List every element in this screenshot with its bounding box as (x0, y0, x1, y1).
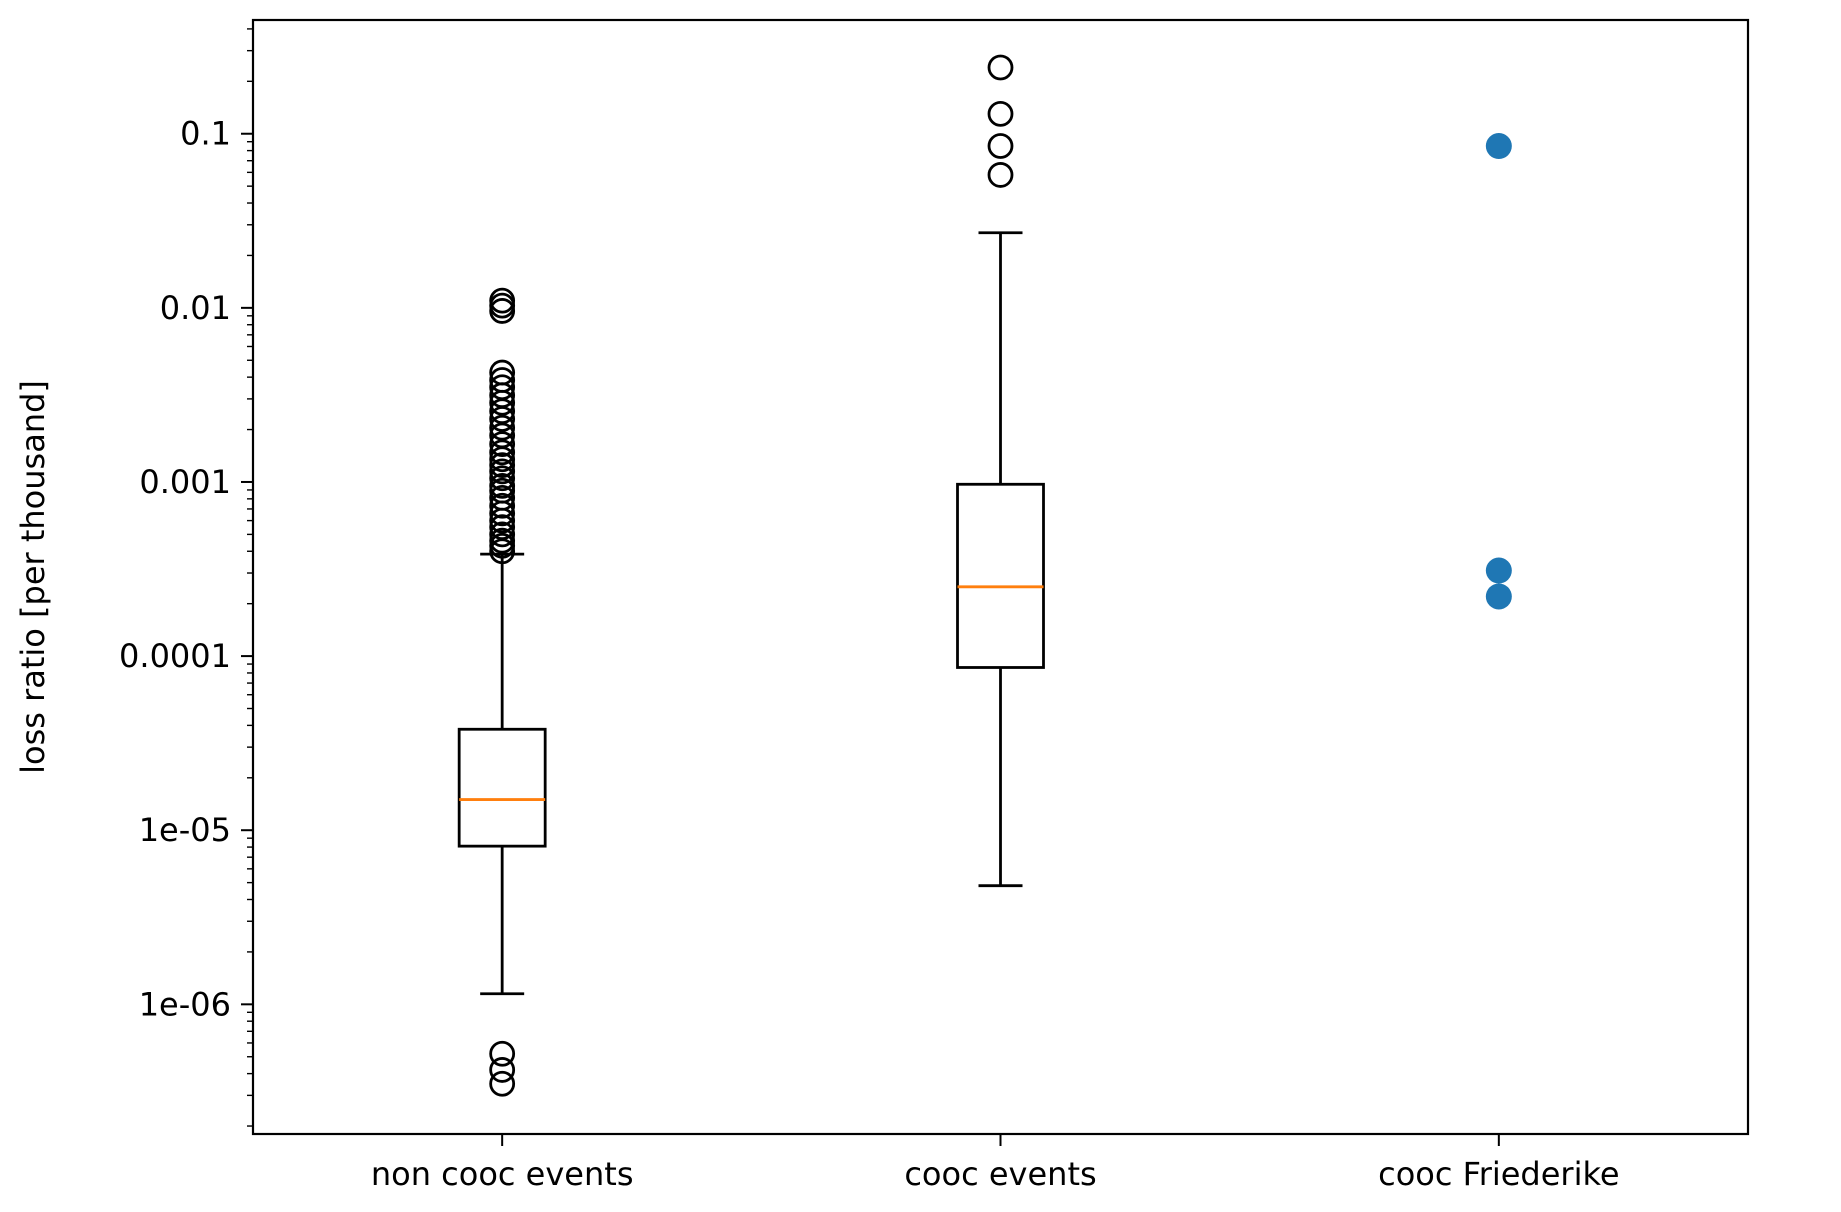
scatter-point (1485, 557, 1512, 584)
outlier-point (987, 133, 1014, 159)
x-tick-label: cooc Friederike (1378, 1155, 1619, 1193)
box-iqr (457, 727, 547, 848)
outlier-point (489, 1057, 516, 1083)
box-iqr (956, 482, 1045, 669)
outlier-point (489, 492, 516, 519)
y-tick-label: 1e-05 (139, 811, 231, 849)
box-group (956, 54, 1045, 888)
outlier-point (489, 367, 516, 393)
outlier-point (987, 100, 1014, 127)
outlier-point (489, 431, 516, 458)
outlier-point (987, 54, 1014, 81)
x-tick-label: cooc events (904, 1155, 1096, 1193)
x-tick-label: non cooc events (371, 1155, 634, 1193)
scatter-point (1485, 133, 1512, 160)
outlier-point (489, 527, 516, 554)
outlier-point (489, 521, 516, 548)
outlier-point (489, 458, 516, 485)
x-axis: non cooc events cooc events cooc Friederik… (371, 1134, 1620, 1193)
chart-marks (457, 54, 1512, 1097)
y-tick-label: 0.01 (160, 289, 231, 327)
outlier-point (489, 374, 516, 401)
outlier-point (489, 465, 516, 492)
y-axis: 1e-06 1e-05 0.0001 0.001 0.01 0.1 (119, 28, 253, 1127)
outlier-point (489, 414, 516, 441)
y-axis-label: loss ratio [per thousand] (14, 380, 52, 774)
y-tick-label: 0.001 (139, 463, 231, 501)
scatter-point (1485, 583, 1512, 610)
outlier-point (987, 162, 1014, 188)
y-tick-label: 0.1 (180, 115, 231, 153)
outlier-point (489, 485, 516, 511)
outlier-point (489, 1070, 516, 1097)
outlier-point (489, 439, 516, 466)
y-tick-label: 0.0001 (119, 637, 231, 675)
y-tick-label: 1e-06 (139, 985, 231, 1023)
outlier-point (489, 514, 516, 541)
outlier-point (489, 472, 516, 499)
outlier-point (489, 359, 516, 386)
outlier-point (489, 1040, 516, 1067)
outlier-point (489, 287, 516, 314)
box-group (457, 287, 547, 1097)
